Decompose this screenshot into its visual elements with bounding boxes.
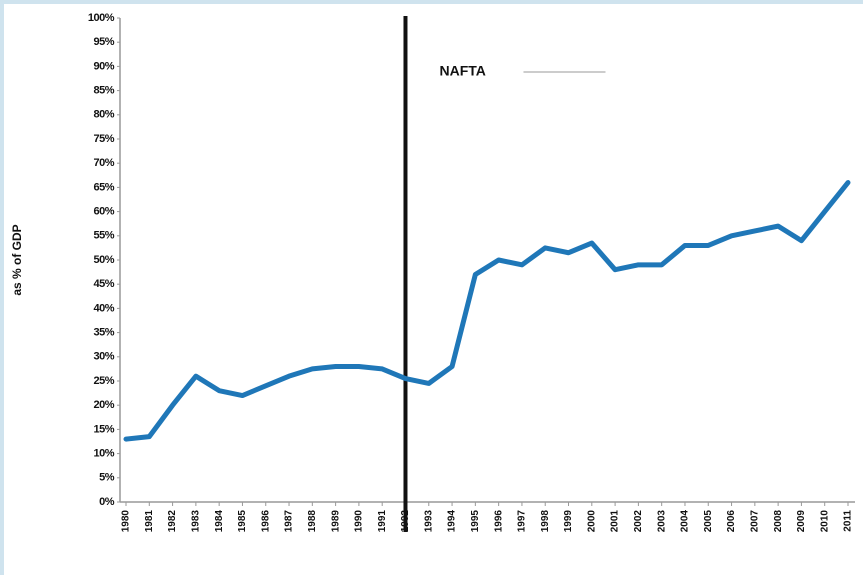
y-tick-label: 15% (93, 423, 114, 435)
x-tick-label: 1999 (563, 510, 574, 533)
y-tick-label: 60% (93, 206, 114, 218)
y-tick-label: 50% (93, 254, 114, 266)
x-tick-label: 2008 (773, 510, 784, 533)
y-tick-label: 100% (88, 12, 115, 24)
x-tick-label: 2003 (656, 510, 667, 533)
x-tick-label: 2010 (819, 510, 830, 533)
x-tick-label: 2007 (749, 510, 760, 533)
x-tick-label: 1997 (517, 510, 528, 533)
x-tick-label: 2000 (586, 510, 597, 533)
x-tick-label: 1986 (260, 510, 271, 533)
y-tick-label: 25% (93, 375, 114, 387)
x-tick-label: 2001 (610, 510, 621, 533)
x-tick-label: 1993 (423, 510, 434, 533)
y-tick-label: 35% (93, 327, 114, 339)
x-tick-label: 2011 (843, 510, 854, 532)
x-tick-label: 1994 (447, 510, 458, 533)
y-tick-label: 20% (93, 399, 114, 411)
x-tick-label: 2004 (680, 510, 691, 533)
y-tick-label: 40% (93, 302, 114, 314)
annotation-label: NAFTA (439, 63, 485, 79)
x-tick-label: 2009 (796, 510, 807, 533)
x-tick-label: 1981 (144, 510, 155, 533)
x-tick-label: 2002 (633, 510, 644, 533)
y-tick-label: 45% (93, 278, 114, 290)
y-tick-label: 5% (99, 472, 115, 484)
x-tick-label: 1983 (191, 510, 202, 533)
x-tick-label: 1988 (307, 510, 318, 533)
y-tick-label: 90% (93, 60, 114, 72)
y-tick-label: 75% (93, 133, 114, 145)
plot-background (4, 4, 863, 575)
y-tick-label: 0% (99, 496, 115, 508)
x-tick-label: 1989 (330, 510, 341, 533)
x-tick-label: 1990 (354, 510, 365, 533)
x-tick-label: 1996 (493, 510, 504, 533)
y-axis-label: as % of GDP (10, 224, 24, 295)
y-tick-label: 95% (93, 36, 114, 48)
x-tick-label: 1991 (377, 510, 388, 533)
x-tick-label: 1998 (540, 510, 551, 533)
x-tick-label: 1980 (121, 510, 132, 533)
data-line (123, 180, 851, 442)
y-tick-label: 55% (93, 230, 114, 242)
x-tick-label: 2005 (703, 510, 714, 533)
x-tick-label: 1995 (470, 510, 481, 533)
y-tick-label: 10% (93, 448, 114, 460)
x-tick-label: 2006 (726, 510, 737, 533)
y-tick-label: 30% (93, 351, 114, 363)
y-tick-label: 65% (93, 181, 114, 193)
y-tick-label: 70% (93, 157, 114, 169)
x-tick-label: 1987 (284, 510, 295, 533)
y-tick-label: 85% (93, 85, 114, 97)
x-tick-label: 1984 (214, 510, 225, 533)
x-tick-label: 1982 (167, 510, 178, 533)
y-tick-label: 80% (93, 109, 114, 121)
x-tick-label: 1985 (237, 510, 248, 533)
